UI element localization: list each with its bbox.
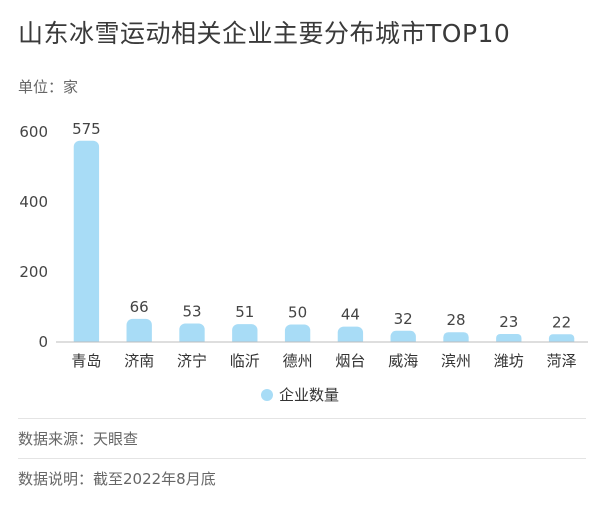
data-label: 575 bbox=[72, 120, 101, 138]
data-label: 51 bbox=[235, 303, 254, 321]
unit-label: 单位：家 bbox=[18, 78, 79, 96]
data-label: 23 bbox=[499, 313, 518, 331]
baseline-mask bbox=[56, 342, 592, 350]
divider bbox=[18, 418, 586, 419]
chart-title: 山东冰雪运动相关企业主要分布城市TOP10 bbox=[18, 19, 511, 48]
x-tick-label: 济宁 bbox=[177, 352, 207, 370]
data-label: 50 bbox=[288, 304, 307, 322]
x-tick-label: 威海 bbox=[388, 352, 418, 370]
legend: 企业数量 bbox=[0, 384, 600, 405]
legend-label: 企业数量 bbox=[278, 386, 339, 404]
source-note: 数据来源：天眼查 bbox=[18, 430, 139, 448]
data-label: 53 bbox=[182, 302, 201, 320]
y-tick-label: 0 bbox=[38, 333, 48, 351]
x-tick-label: 潍坊 bbox=[494, 352, 524, 370]
legend-swatch bbox=[260, 388, 273, 401]
y-tick-label: 200 bbox=[19, 263, 48, 281]
x-tick-label: 德州 bbox=[283, 352, 313, 370]
x-tick-label: 青岛 bbox=[71, 352, 101, 370]
bar-chart: 0 200 400 600 575 青岛 66 济南 53 济宁 51 临沂 50 德州 44 烟台 32 威海 2… bbox=[19, 120, 592, 370]
bar bbox=[126, 318, 152, 348]
x-tick-label: 滨州 bbox=[441, 352, 471, 370]
y-tick-label: 600 bbox=[19, 123, 48, 141]
data-label: 66 bbox=[130, 298, 149, 316]
data-note: 数据说明：截至2022年8月底 bbox=[18, 470, 216, 488]
data-label: 28 bbox=[446, 311, 465, 329]
y-tick-label: 400 bbox=[19, 193, 48, 211]
x-tick-label: 菏泽 bbox=[547, 352, 577, 370]
data-label: 22 bbox=[552, 313, 571, 331]
data-label: 44 bbox=[341, 306, 360, 324]
x-tick-label: 济南 bbox=[124, 352, 154, 370]
divider bbox=[18, 458, 586, 459]
data-label: 32 bbox=[394, 310, 413, 328]
x-tick-label: 烟台 bbox=[335, 352, 365, 370]
x-tick-label: 临沂 bbox=[230, 352, 260, 370]
bar bbox=[73, 140, 100, 348]
